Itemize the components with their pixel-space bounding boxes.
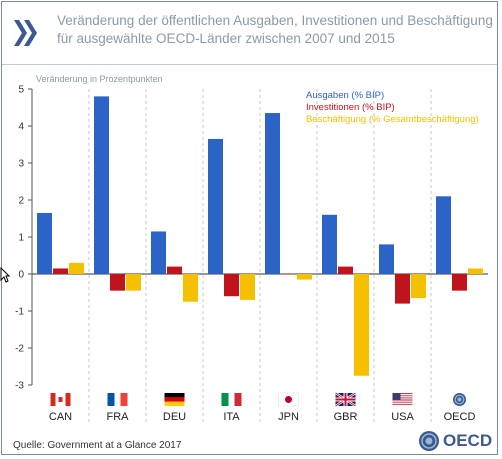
bar-jpn-series-1 [281,274,296,275]
bar-can-series-1 [53,268,68,274]
uk-flag-icon [334,391,357,408]
mouse-cursor-icon [0,267,10,283]
italy-flag-icon [221,393,242,406]
chart-frame: Veränderung der öffentlichen Ausgaben, I… [1,1,498,455]
x-tick-label-fra: FRA [107,411,130,423]
oecd-globe-icon [453,393,466,406]
bar-ita-series-2 [240,274,255,300]
x-tick-label-ita: ITA [223,411,240,423]
x-tick-label-oecd: OECD [444,411,476,423]
japan-flag-icon [278,392,299,407]
bar-fra-series-0 [94,96,109,275]
y-tick-label: 1 [18,233,24,244]
y-tick-label: 0 [18,270,24,281]
bar-oecd-series-2 [468,268,483,274]
source-note: Quelle: Government at a Glance 2017 [13,440,182,451]
header-divider [2,64,497,65]
chart-header: Veränderung der öffentlichen Ausgaben, I… [2,2,497,64]
bar-fra-series-2 [126,274,141,291]
x-tick-label-can: CAN [49,411,72,423]
bar-oecd-series-1 [452,274,467,291]
y-tick-label: 3 [18,159,24,170]
oecd-logo-text: OECD [443,431,493,450]
bar-usa-series-2 [411,274,426,299]
x-tick-label-gbr: GBR [334,411,358,423]
bar-usa-series-0 [379,244,394,274]
canada-flag-icon [50,393,71,406]
oecd-globe-icon [419,431,439,451]
x-tick-label-jpn: JPN [278,411,299,423]
germany-flag-icon [164,393,185,406]
chart-title-line2: für ausgewählte OECD-Länder zwischen 200… [57,31,395,46]
y-tick-label: -3 [15,381,24,392]
usa-flag-icon [392,393,413,406]
y-tick-label: -1 [15,307,24,318]
bar-ita-series-1 [224,274,239,297]
legend-entry-2: Beschäftigung (% Gesamtbeschäftigung) [306,114,479,125]
oecd-chevron-icon [14,20,37,46]
bar-chart: Veränderung in Prozentpunkten -3 -2 -1 0 1 2 3 4… [15,74,488,423]
x-tick-label-usa: USA [391,411,414,423]
oecd-logo: OECD [418,430,492,452]
bar-gbr-series-1 [338,266,353,274]
chart-title: Veränderung der öffentlichen Ausgaben, I… [57,12,497,48]
y-tick-label: -2 [15,344,24,355]
legend-entry-0: Ausgaben (% BIP) [306,90,384,101]
bar-can-series-0 [37,212,52,274]
bar-deu-series-2 [183,274,198,302]
bar-can-series-2 [69,262,84,274]
y-tick-label: 2 [18,196,24,207]
bar-fra-series-1 [110,274,125,291]
france-flag-icon [107,393,128,406]
bar-usa-series-1 [395,274,410,304]
bar-oecd-series-0 [436,196,451,274]
legend-entry-1: Investitionen (% BIP) [306,102,395,113]
bar-ita-series-0 [208,138,223,274]
y-tick-label: 5 [18,85,24,96]
bar-gbr-series-2 [354,274,369,376]
x-tick-label-deu: DEU [163,411,186,423]
bar-jpn-series-2 [297,274,312,280]
bar-deu-series-0 [151,231,166,274]
y-tick-label: 4 [18,122,24,133]
bar-jpn-series-0 [265,113,280,274]
bar-deu-series-1 [167,266,182,274]
bar-gbr-series-0 [322,214,337,274]
y-axis-label: Veränderung in Prozentpunkten [36,74,163,84]
chart-title-line1: Veränderung der öffentlichen Ausgaben, I… [57,13,493,28]
